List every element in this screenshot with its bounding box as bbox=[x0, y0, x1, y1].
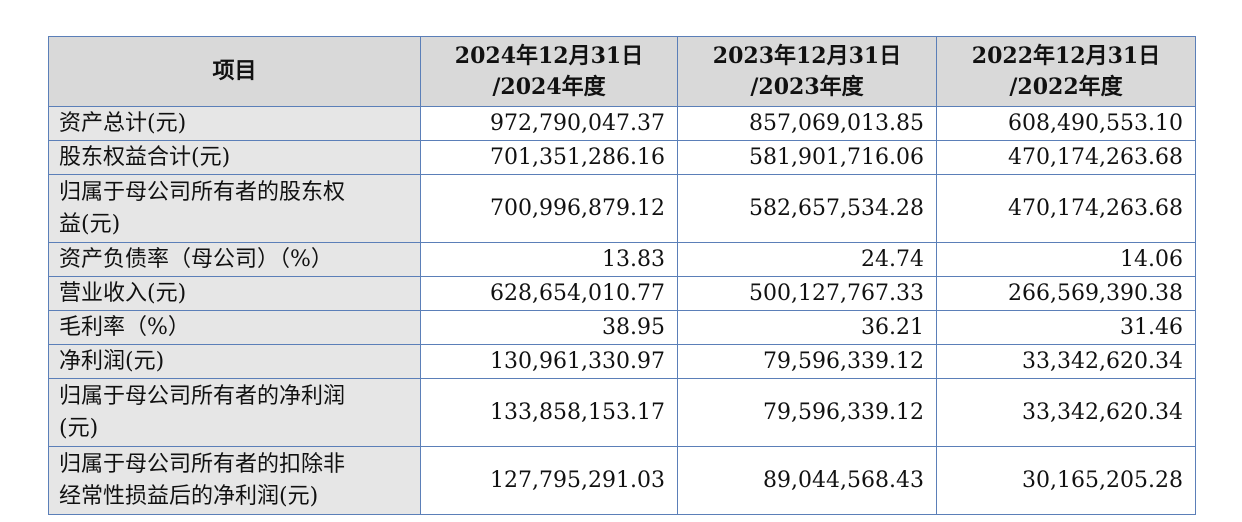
financial-data-table: 项目 2024年12月31日 /2024年度 2023年12月31日 /2023… bbox=[48, 36, 1196, 515]
row-label: 股东权益合计(元) bbox=[48, 140, 421, 175]
cell-2024: 700,996,879.12 bbox=[420, 174, 678, 243]
row-label: 资产总计(元) bbox=[48, 106, 421, 141]
header-2023-date: 2023年12月31日 bbox=[712, 42, 902, 69]
table-row-deducted-net-profit: 归属于母公司所有者的扣除非 经常性损益后的净利润(元) 127,795,291.… bbox=[48, 446, 1196, 515]
cell-2023: 79,596,339.12 bbox=[677, 344, 937, 379]
header-row: 项目 2024年12月31日 /2024年度 2023年12月31日 /2023… bbox=[48, 36, 1196, 107]
row-label-line-2: 益(元) bbox=[59, 211, 121, 237]
row-label-text: 净利润(元) bbox=[59, 348, 165, 374]
row-label-line-2: 经常性损益后的净利润(元) bbox=[59, 483, 319, 509]
cell-2023: 857,069,013.85 bbox=[677, 106, 937, 141]
table-row-net-profit: 净利润(元) 130,961,330.97 79,596,339.12 33,3… bbox=[48, 344, 1196, 379]
table-row-revenue: 营业收入(元) 628,654,010.77 500,127,767.33 26… bbox=[48, 276, 1196, 311]
header-2023: 2023年12月31日 /2023年度 bbox=[677, 36, 937, 107]
row-label-text: 毛利率（%） bbox=[59, 314, 190, 340]
row-label-line-1: 归属于母公司所有者的扣除非 bbox=[59, 451, 346, 477]
header-2022: 2022年12月31日 /2022年度 bbox=[936, 36, 1196, 107]
row-label: 营业收入(元) bbox=[48, 276, 421, 311]
header-2022-year: /2022年度 bbox=[1009, 73, 1123, 100]
header-2024-year: /2024年度 bbox=[492, 73, 606, 100]
cell-2022: 31.46 bbox=[936, 310, 1196, 345]
header-item-label: 项目 bbox=[212, 58, 257, 84]
row-label: 归属于母公司所有者的股东权 益(元) bbox=[48, 174, 421, 243]
cell-2023: 24.74 bbox=[677, 242, 937, 277]
row-label-line-1: 归属于母公司所有者的净利润 bbox=[59, 383, 346, 409]
table-row-total-assets: 资产总计(元) 972,790,047.37 857,069,013.85 60… bbox=[48, 106, 1196, 141]
cell-2024: 628,654,010.77 bbox=[420, 276, 678, 311]
cell-2024: 38.95 bbox=[420, 310, 678, 345]
cell-2022: 33,342,620.34 bbox=[936, 344, 1196, 379]
header-2022-date: 2022年12月31日 bbox=[971, 42, 1161, 69]
table-row-debt-ratio: 资产负债率（母公司）（%） 13.83 24.74 14.06 bbox=[48, 242, 1196, 277]
row-label: 毛利率（%） bbox=[48, 310, 421, 345]
cell-2024: 13.83 bbox=[420, 242, 678, 277]
header-2024: 2024年12月31日 /2024年度 bbox=[420, 36, 678, 107]
cell-2024: 127,795,291.03 bbox=[420, 446, 678, 515]
row-label-line-2: (元) bbox=[59, 415, 99, 441]
table-row-parent-equity: 归属于母公司所有者的股东权 益(元) 700,996,879.12 582,65… bbox=[48, 174, 1196, 243]
cell-2023: 582,657,534.28 bbox=[677, 174, 937, 243]
cell-2022: 14.06 bbox=[936, 242, 1196, 277]
cell-2022: 266,569,390.38 bbox=[936, 276, 1196, 311]
financial-summary-sheet: 项目 2024年12月31日 /2024年度 2023年12月31日 /2023… bbox=[48, 36, 1196, 515]
row-label: 归属于母公司所有者的净利润 (元) bbox=[48, 378, 421, 447]
cell-2022: 470,174,263.68 bbox=[936, 174, 1196, 243]
cell-2023: 581,901,716.06 bbox=[677, 140, 937, 175]
cell-2024: 130,961,330.97 bbox=[420, 344, 678, 379]
cell-2024: 133,858,153.17 bbox=[420, 378, 678, 447]
table-row-total-equity: 股东权益合计(元) 701,351,286.16 581,901,716.06 … bbox=[48, 140, 1196, 175]
row-label-line-1: 归属于母公司所有者的股东权 bbox=[59, 179, 346, 205]
cell-2023: 89,044,568.43 bbox=[677, 446, 937, 515]
cell-2023: 79,596,339.12 bbox=[677, 378, 937, 447]
row-label: 资产负债率（母公司）（%） bbox=[48, 242, 421, 277]
cell-2022: 30,165,205.28 bbox=[936, 446, 1196, 515]
header-2023-year: /2023年度 bbox=[750, 73, 864, 100]
table-body: 资产总计(元) 972,790,047.37 857,069,013.85 60… bbox=[48, 106, 1196, 515]
table-row-gross-margin: 毛利率（%） 38.95 36.21 31.46 bbox=[48, 310, 1196, 345]
cell-2022: 33,342,620.34 bbox=[936, 378, 1196, 447]
cell-2022: 608,490,553.10 bbox=[936, 106, 1196, 141]
row-label: 归属于母公司所有者的扣除非 经常性损益后的净利润(元) bbox=[48, 446, 421, 515]
row-label-text: 营业收入(元) bbox=[59, 280, 187, 306]
row-label-text: 股东权益合计(元) bbox=[59, 144, 231, 170]
table-header: 项目 2024年12月31日 /2024年度 2023年12月31日 /2023… bbox=[48, 36, 1196, 107]
table-row-parent-net-profit: 归属于母公司所有者的净利润 (元) 133,858,153.17 79,596,… bbox=[48, 378, 1196, 447]
cell-2022: 470,174,263.68 bbox=[936, 140, 1196, 175]
cell-2023: 500,127,767.33 bbox=[677, 276, 937, 311]
row-label-text: 资产总计(元) bbox=[59, 110, 187, 136]
header-2024-date: 2024年12月31日 bbox=[454, 42, 644, 69]
header-item: 项目 bbox=[48, 36, 421, 107]
row-label: 净利润(元) bbox=[48, 344, 421, 379]
cell-2023: 36.21 bbox=[677, 310, 937, 345]
cell-2024: 972,790,047.37 bbox=[420, 106, 678, 141]
row-label-text: 资产负债率（母公司）（%） bbox=[59, 246, 333, 272]
cell-2024: 701,351,286.16 bbox=[420, 140, 678, 175]
